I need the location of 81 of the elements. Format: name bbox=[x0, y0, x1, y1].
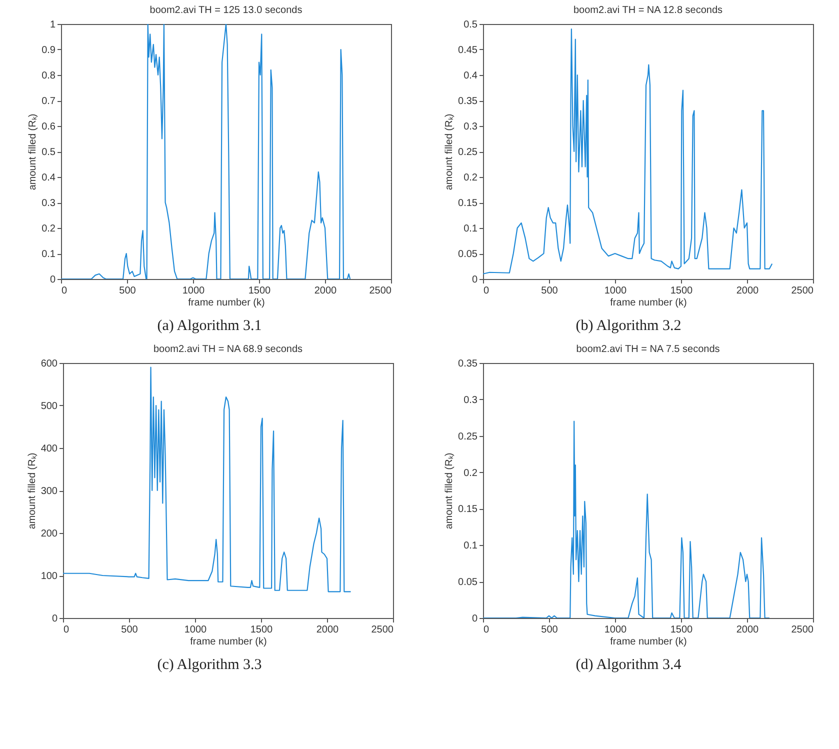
y-tick-label: 0.45 bbox=[458, 45, 478, 56]
y-tick-label: 1 bbox=[50, 20, 56, 30]
x-tick-label: 2000 bbox=[736, 624, 760, 636]
y-tick-label: 0.4 bbox=[42, 172, 56, 184]
x-tick-label: 2000 bbox=[314, 286, 338, 296]
y-tick-label: 0 bbox=[472, 274, 478, 286]
x-tick-label: 1500 bbox=[670, 624, 694, 636]
y-tick-label: 0 bbox=[472, 614, 478, 624]
y-tick-label: 0.1 bbox=[464, 540, 478, 552]
y-tick-label: 100 bbox=[40, 571, 58, 582]
y-tick-label: 0.35 bbox=[458, 358, 478, 370]
x-axis-title: frame number (k) bbox=[190, 636, 266, 648]
text: (d) Algorithm 3.4 bbox=[576, 657, 682, 674]
chart-title: boom2.avi TH = NA 68.9 seconds bbox=[152, 344, 302, 355]
y-tick-label: 0 bbox=[51, 614, 58, 624]
x-axis-title: frame number (k) bbox=[610, 298, 687, 308]
x-tick-label: 500 bbox=[541, 624, 558, 636]
x-tick-label: 0 bbox=[484, 286, 490, 296]
y-tick-label: 0.15 bbox=[458, 504, 478, 516]
line-series bbox=[483, 420, 770, 618]
y-tick-label: 300 bbox=[40, 486, 58, 497]
chart-title: boom2.avi TH = NA 12.8 seconds bbox=[573, 5, 723, 16]
y-tick-label: 0.25 bbox=[458, 147, 478, 158]
y-tick-label: 0.2 bbox=[464, 172, 478, 184]
y-tick-label: 0.3 bbox=[464, 394, 478, 406]
x-tick-label: 0 bbox=[62, 286, 68, 296]
x-tick-label: 1000 bbox=[604, 286, 628, 296]
x-tick-label: 2500 bbox=[791, 286, 814, 296]
x-tick-label: 500 bbox=[541, 286, 558, 296]
y-tick-label: 0.4 bbox=[464, 70, 478, 82]
y-tick-label: 0.6 bbox=[42, 122, 56, 132]
y-tick-label: 0.35 bbox=[458, 96, 478, 107]
y-tick-label: 0.8 bbox=[42, 70, 56, 82]
x-tick-label: 1000 bbox=[184, 624, 207, 636]
y-tick-label: 0.2 bbox=[464, 468, 478, 479]
y-tick-label: 200 bbox=[40, 528, 58, 540]
y-tick-label: 0.1 bbox=[42, 249, 56, 260]
x-tick-label: 2000 bbox=[736, 286, 760, 296]
x-tick-label: 2500 bbox=[369, 286, 392, 296]
x-tick-label: 1500 bbox=[250, 624, 273, 636]
chart-title: boom2.avi TH = NA 7.5 seconds bbox=[576, 344, 720, 355]
x-tick-label: 2000 bbox=[316, 624, 339, 636]
y-tick-label: 0 bbox=[50, 274, 56, 286]
line-series bbox=[62, 366, 351, 592]
x-tick-label: 1500 bbox=[670, 286, 694, 296]
text: (a) Algorithm 3.1 bbox=[157, 318, 262, 335]
x-tick-label: 0 bbox=[63, 624, 69, 636]
line-series bbox=[61, 24, 351, 279]
x-axis-title: frame number (k) bbox=[188, 298, 265, 308]
y-tick-label: 0.3 bbox=[42, 198, 56, 209]
line-series bbox=[483, 28, 773, 274]
y-tick-label: 0.5 bbox=[42, 147, 56, 158]
y-axis-title: amount filled (Rₖ) bbox=[444, 114, 456, 190]
y-tick-label: 0.05 bbox=[458, 249, 478, 260]
x-tick-label: 2500 bbox=[370, 624, 394, 636]
x-tick-label: 0 bbox=[484, 624, 490, 636]
y-tick-label: 0.9 bbox=[42, 45, 56, 56]
y-tick-label: 400 bbox=[40, 444, 58, 454]
x-axis-title: frame number (k) bbox=[610, 636, 687, 648]
y-tick-label: 0.5 bbox=[464, 20, 478, 30]
y-tick-label: 500 bbox=[40, 401, 58, 412]
x-tick-label: 1000 bbox=[182, 286, 206, 296]
x-tick-label: 500 bbox=[119, 286, 136, 296]
y-tick-label: 600 bbox=[40, 358, 58, 370]
x-tick-label: 1500 bbox=[248, 286, 272, 296]
text: (c) Algorithm 3.3 bbox=[157, 657, 262, 674]
y-tick-label: 0.15 bbox=[458, 198, 478, 209]
chart-title: boom2.avi TH = 125 13.0 seconds bbox=[150, 5, 302, 16]
y-tick-label: 0.3 bbox=[464, 122, 478, 132]
y-tick-label: 0.1 bbox=[464, 224, 478, 234]
y-tick-label: 0.7 bbox=[42, 96, 56, 107]
y-axis-title: amount filled (Rₖ) bbox=[28, 114, 39, 190]
x-tick-label: 2500 bbox=[791, 624, 814, 636]
y-tick-label: 0.2 bbox=[42, 224, 56, 234]
y-tick-label: 0.05 bbox=[458, 577, 478, 588]
x-tick-label: 500 bbox=[120, 624, 138, 636]
x-tick-label: 1000 bbox=[604, 624, 628, 636]
text: (b) Algorithm 3.2 bbox=[576, 318, 682, 335]
y-axis-title: amount filled (Rₖ) bbox=[444, 452, 456, 530]
y-tick-label: 0.25 bbox=[458, 431, 478, 442]
y-axis-title: amount filled (Rₖ) bbox=[26, 452, 38, 530]
